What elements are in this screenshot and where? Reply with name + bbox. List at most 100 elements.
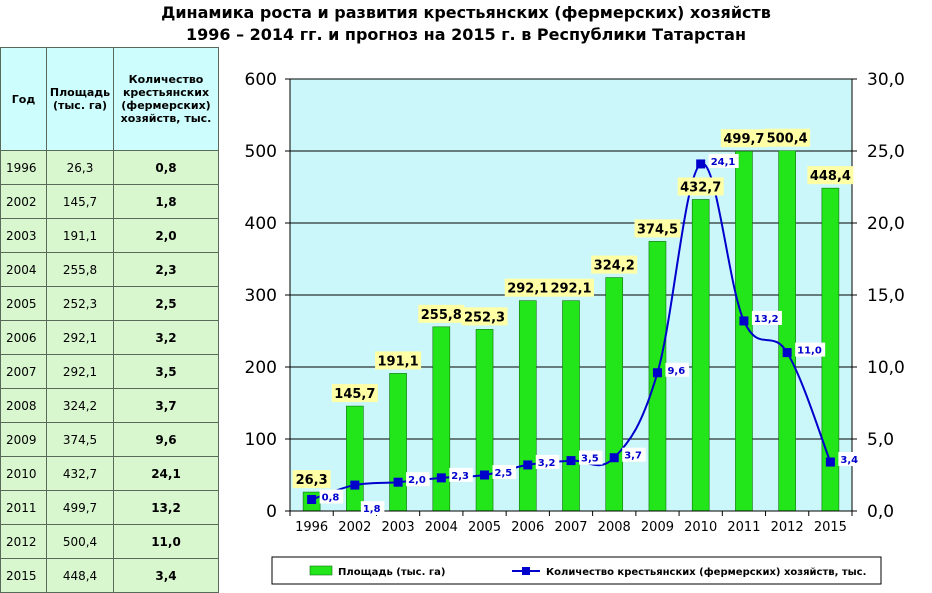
- table-row: 2010 432,7 24,1: [0, 456, 219, 491]
- line-label-bg: [535, 454, 560, 469]
- y-left-tick-label: 400: [245, 214, 277, 234]
- cell-year: 2010: [0, 456, 47, 491]
- table-row: 2011 499,7 13,2: [0, 490, 219, 525]
- header-year: Год: [0, 47, 47, 151]
- table-row: 2009 374,5 9,6: [0, 422, 219, 457]
- bar: [518, 300, 537, 512]
- y-right-tick-label: 30,0: [867, 70, 905, 90]
- line-label-bg: [665, 362, 689, 377]
- line-value-label: 2,3: [451, 471, 469, 482]
- cell-area: 145,7: [46, 184, 114, 219]
- cell-area: 432,7: [46, 456, 114, 491]
- cell-year: 2012: [0, 524, 47, 559]
- y-right-tick-label: 0,0: [867, 502, 894, 522]
- bar: [432, 326, 451, 512]
- series-point: [696, 159, 706, 169]
- chart-title-line1: Динамика роста и развития крестьянских (…: [161, 3, 771, 22]
- cell-year: 2006: [0, 320, 47, 355]
- bar-value-label: 374,5: [637, 222, 678, 237]
- cell-area: 292,1: [46, 354, 114, 389]
- series-point: [393, 477, 403, 487]
- bar-value-label: 448,4: [810, 169, 851, 184]
- cell-count: 0,8: [113, 150, 219, 185]
- cell-area: 292,1: [46, 320, 114, 355]
- cell-year: 2011: [0, 490, 47, 525]
- bar-label-bg: [807, 166, 854, 185]
- bar: [605, 277, 624, 512]
- x-tick-label: 2010: [684, 520, 717, 535]
- bar-label-bg: [720, 129, 767, 148]
- line-label-bg: [406, 472, 430, 487]
- cell-year: 2008: [0, 388, 47, 423]
- bar-label-bg: [331, 384, 378, 403]
- data-table: Год Площадь (тыс. га) Количество крестья…: [0, 47, 219, 593]
- cell-count: 13,2: [113, 490, 219, 525]
- legend: [271, 556, 882, 585]
- line-label-bg: [838, 452, 862, 467]
- series-point: [307, 494, 317, 504]
- bar: [389, 373, 407, 512]
- cell-area: 26,3: [46, 150, 114, 185]
- line-value-label: 3,2: [538, 458, 556, 469]
- table-row: 2008 324,2 3,7: [0, 388, 219, 423]
- cell-count: 9,6: [113, 422, 219, 457]
- bar: [562, 300, 580, 512]
- line-label-bg: [319, 489, 344, 504]
- bar-label-bg: [764, 128, 811, 147]
- series-point: [782, 348, 792, 358]
- bar: [346, 405, 364, 512]
- cell-count: 2,0: [113, 218, 219, 253]
- series-point: [523, 460, 533, 470]
- x-tick-label: 1996: [295, 520, 328, 535]
- table-header-row: Год Площадь (тыс. га) Количество крестья…: [0, 47, 219, 151]
- line-label-bg: [751, 310, 782, 325]
- x-tick-label: 2007: [554, 520, 587, 535]
- y-right-tick-label: 15,0: [867, 286, 905, 306]
- table-row: 2003 191,1 2,0: [0, 218, 219, 253]
- cell-area: 255,8: [46, 252, 114, 287]
- x-tick-label: 2004: [425, 520, 458, 535]
- cell-count: 2,5: [113, 286, 219, 321]
- bar-label-bg: [418, 304, 465, 323]
- table-row: 2006 292,1 3,2: [0, 320, 219, 355]
- chart: 0 100 200 300 400 500 600 0,0 5,0 10,0 15,0 20,0 25,…: [245, 70, 905, 585]
- cell-area: 448,4: [46, 558, 114, 593]
- bar-label-bg: [634, 219, 681, 238]
- cell-year: 2005: [0, 286, 47, 321]
- legend-line-marker: [522, 567, 530, 575]
- y-left-tick-label: 500: [245, 142, 277, 162]
- line-label-bg: [492, 465, 517, 479]
- line-label-bg: [708, 153, 739, 168]
- cell-area: 252,3: [46, 286, 114, 321]
- line-label-bg: [795, 342, 826, 357]
- line-value-label: 13,2: [754, 314, 779, 325]
- line-value-label: 24,1: [711, 157, 736, 168]
- series-point: [436, 473, 446, 483]
- line-label-bg: [622, 447, 646, 462]
- bar-value-label: 500,4: [767, 132, 808, 147]
- x-tick-label: 2002: [338, 520, 371, 535]
- table-row: 1996 26,3 0,8: [0, 150, 219, 185]
- chart-title: Динамика роста и развития крестьянских (…: [0, 2, 932, 46]
- cell-area: 499,7: [46, 490, 114, 525]
- cell-year: 2002: [0, 184, 47, 219]
- line-value-label: 11,0: [797, 346, 822, 357]
- series-point: [825, 457, 835, 467]
- y-left-tick-label: 0: [266, 502, 277, 522]
- cell-count: 1,8: [113, 184, 219, 219]
- cell-year: 2015: [0, 558, 47, 593]
- header-count: Количество крестьянских (фермерских) хоз…: [113, 47, 219, 151]
- cell-count: 3,4: [113, 558, 219, 593]
- bar-label-bg: [292, 470, 331, 489]
- line-value-label: 2,0: [408, 475, 426, 486]
- chart-title-line2: 1996 – 2014 гг. и прогноз на 2015 г. в Р…: [185, 25, 747, 44]
- x-tick-label: 2011: [727, 520, 760, 535]
- series-point: [609, 453, 619, 463]
- bar: [778, 150, 796, 512]
- bar-value-label: 292,1: [507, 282, 548, 297]
- cell-year: 2007: [0, 354, 47, 389]
- y-left-tick-label: 100: [245, 430, 277, 450]
- cell-area: 374,5: [46, 422, 114, 457]
- line-value-label: 3,5: [581, 454, 599, 465]
- cell-count: 11,0: [113, 524, 219, 559]
